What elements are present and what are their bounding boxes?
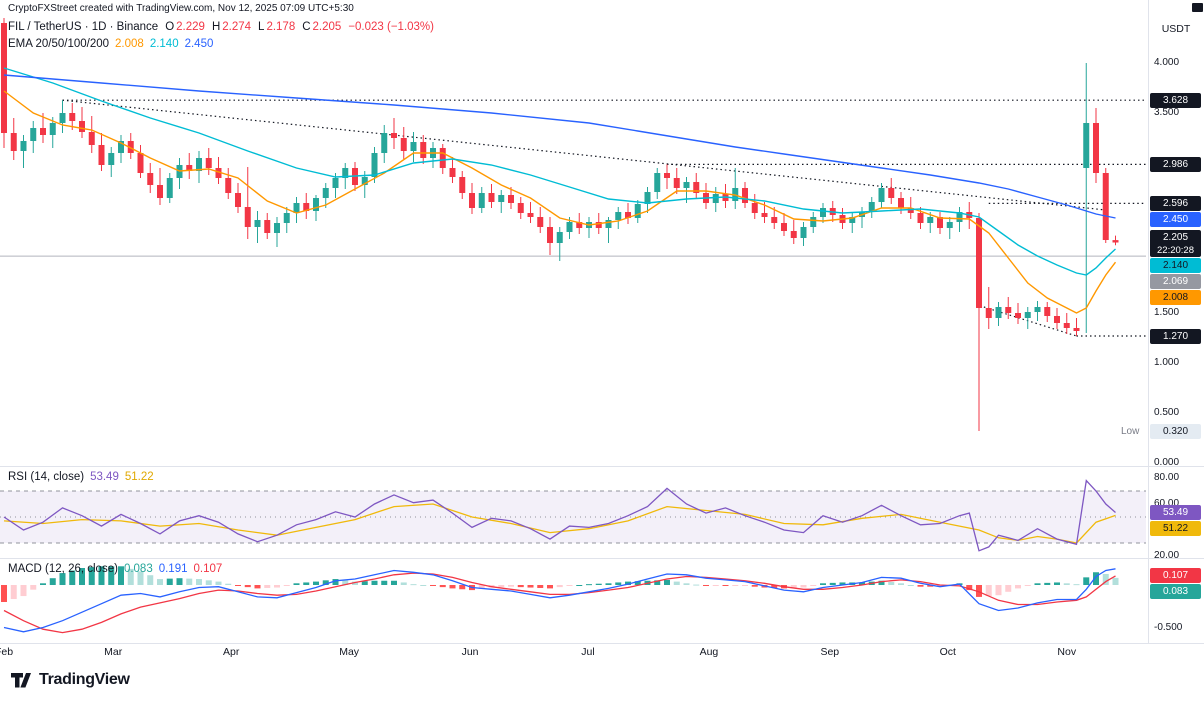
time-label-Jun: Jun (461, 646, 479, 658)
time-label-May: May (339, 646, 360, 658)
price-badge-2.450: 2.450 (1150, 211, 1201, 227)
scale-tick: 1.000 (1154, 357, 1180, 368)
price-badge-2.069: 2.069 (1150, 273, 1201, 289)
time-axis[interactable]: Feb Mar Apr May Jun Jul Aug Sep Oct Nov (0, 646, 1146, 662)
price-badge-1.270: 1.270 (1150, 328, 1201, 344)
macd-legend[interactable]: MACD (12, 26, close) 0.083 0.191 0.107 (8, 563, 222, 575)
scale-tick: 4.000 (1154, 57, 1180, 68)
rsi-band (0, 491, 1146, 543)
ema-line-1 (3, 67, 1116, 276)
scale-tick: 0.000 (1154, 457, 1180, 468)
candlestick-series (1, 18, 1119, 431)
time-label-Jul: Jul (581, 646, 595, 658)
ohlc-value: 2.205 (312, 21, 342, 33)
tradingview-logo-text: TradingView (39, 671, 130, 688)
ema-value: 2.450 (184, 38, 214, 50)
tradingview-logo-icon (11, 673, 31, 688)
price-scale[interactable]: USDT 4.000 3.500 1.500 1.000 0.500 0.000 80.00… (1148, 0, 1204, 643)
price-badge-3.628: 3.628 (1150, 92, 1201, 108)
price-badge-2.140: 2.140 (1150, 257, 1201, 273)
ohlc-value: 2.178 (266, 21, 296, 33)
macd-line (3, 568, 1116, 633)
scale-tick: 20.00 (1154, 550, 1180, 561)
ohlc-value: 2.274 (222, 21, 252, 33)
rsi-indicator-label: RSI (14, close) (8, 471, 85, 483)
scale-tick: 0.500 (1154, 407, 1180, 418)
macd-indicator-label: MACD (12, 26, close) (8, 563, 118, 575)
ema-indicator-label: EMA 20/50/100/200 (8, 38, 110, 50)
chart-plot-area[interactable]: Low (0, 0, 1204, 662)
scale-tick: 3.500 (1154, 107, 1180, 118)
symbol-title[interactable]: FIL / TetherUS · 1D · Binance (8, 21, 159, 33)
ema-value: 2.140 (149, 38, 179, 50)
rsi-line (3, 479, 1116, 552)
time-label-Sep: Sep (820, 646, 840, 658)
ema-value: 2.008 (115, 38, 144, 50)
scale-tick: -0.500 (1154, 621, 1183, 633)
time-label-Feb: Feb (0, 646, 14, 658)
price-badge-2.008: 2.008 (1150, 289, 1201, 305)
rsi-value: 53.49 (90, 471, 119, 483)
macd-value: 0.083 (123, 563, 153, 575)
price-badge-53.49: 53.49 (1150, 504, 1201, 520)
rsi-legend[interactable]: RSI (14, close) 53.49 51.22 (8, 471, 154, 483)
rsi-ma-line (3, 503, 1116, 544)
price-badge-2.205: 2.205 22:20:28 (1150, 229, 1201, 257)
price-badge-51.22: 51.22 (1150, 520, 1201, 536)
price-badge-0.320: 0.320 (1150, 423, 1201, 439)
tradingview-branding[interactable]: TradingView (10, 671, 130, 689)
price-badge-0.083: 0.083 (1150, 584, 1201, 600)
ema-legend[interactable]: EMA 20/50/100/200 2.008 2.140 2.450 (8, 38, 213, 50)
price-scale-currency[interactable]: USDT (1161, 23, 1191, 35)
rsi-values: 53.49 51.22 (84, 471, 154, 483)
time-label-Oct: Oct (939, 646, 956, 658)
macd-value: 0.191 (158, 563, 188, 575)
ema-line-2 (3, 74, 1116, 219)
ohlc-key: H (211, 21, 221, 33)
time-label-Mar: Mar (104, 646, 123, 658)
price-badge-2.986: 2.986 (1150, 156, 1201, 172)
price-badge-2.596: 2.596 (1150, 195, 1201, 211)
ohlc-values: O 2.229 H 2.274 L 2.178 C 2.205 −0.023 (−1.03%) (158, 21, 434, 33)
rsi-value: 51.22 (124, 471, 154, 483)
price-badge-0.107: 0.107 (1150, 568, 1201, 584)
ohlc-value: 2.229 (176, 21, 205, 33)
ohlc-key: L (258, 21, 265, 33)
change-value: −0.023 (−1.03%) (348, 21, 434, 33)
dotted-trendline (62, 99, 1106, 211)
ohlc-key: C (302, 21, 311, 33)
ema-line-0 (3, 90, 1117, 314)
ema-values: 2.008 2.140 2.450 (109, 38, 213, 50)
time-label-Aug: Aug (699, 646, 719, 658)
bar-countdown: 22:20:28 (1157, 244, 1194, 256)
symbol-legend[interactable]: FIL / TetherUS · 1D · Binance O 2.229 H 2.27… (8, 21, 434, 33)
scale-tick: 1.500 (1154, 307, 1180, 318)
low-marker-label: Low (1121, 426, 1140, 437)
macd-values: 0.083 0.191 0.107 (118, 563, 222, 575)
camera-icon[interactable] (1192, 3, 1203, 12)
ohlc-key: O (165, 21, 175, 33)
macd-value: 0.107 (193, 563, 223, 575)
time-label-Apr: Apr (223, 646, 240, 658)
scale-tick: 80.00 (1154, 472, 1180, 483)
scale-tick: 60.00 (1154, 498, 1180, 509)
attribution-text: CryptoFXStreet created with TradingView.… (8, 3, 354, 14)
time-label-Nov: Nov (1057, 646, 1077, 658)
